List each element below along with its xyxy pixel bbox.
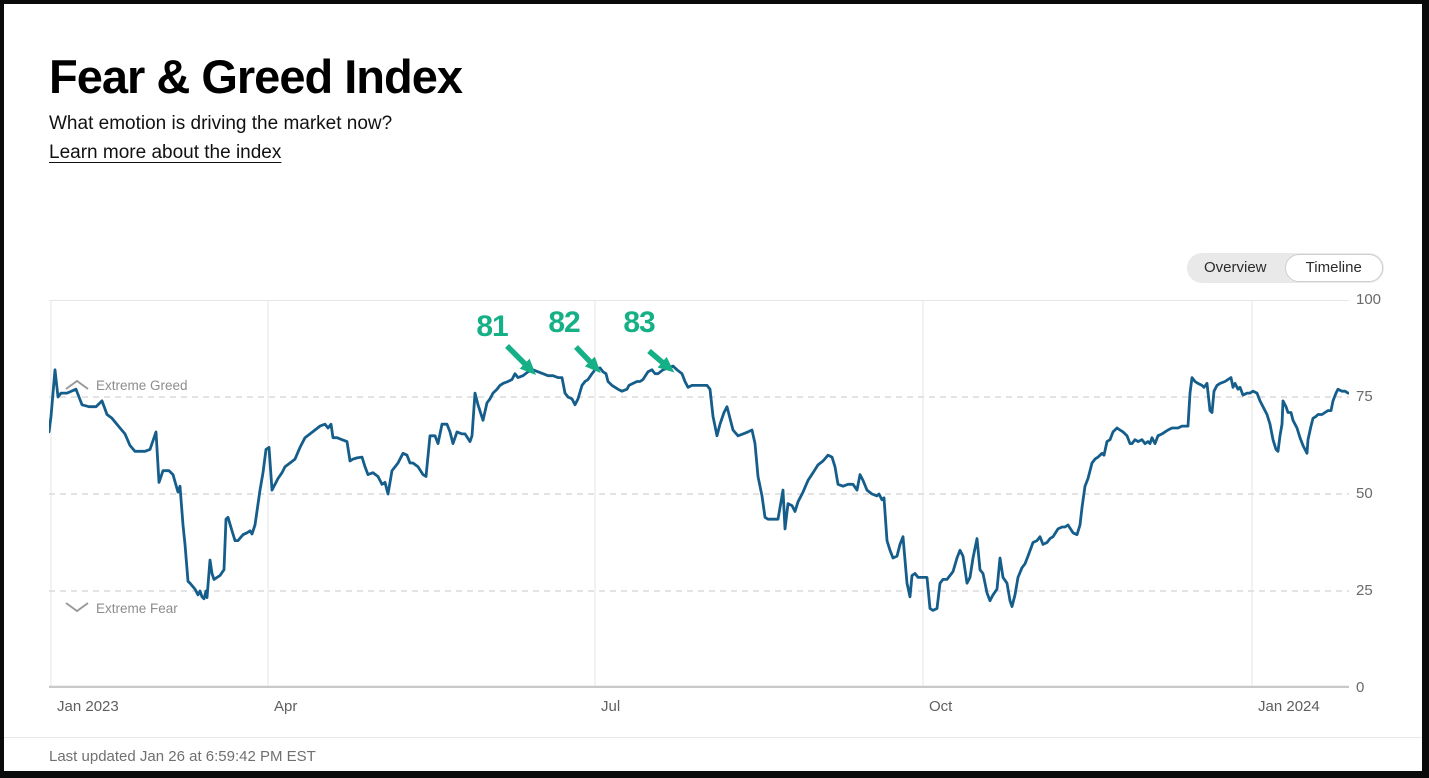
x-tick-label: Jan 2023 [57,698,119,715]
y-tick-label: 50 [1356,485,1373,502]
page-subtitle: What emotion is driving the market now? [49,113,393,134]
greed-chevron-icon [65,379,89,390]
page-title: Fear & Greed Index [49,50,463,104]
x-tick-label: Jul [601,698,621,715]
y-tick-label: 100 [1356,291,1382,308]
x-tick-label: Apr [274,698,298,715]
annotation-value: 82 [548,306,580,339]
timeline-button[interactable]: Timeline [1284,254,1383,282]
extreme-greed-label: Extreme Greed [96,378,188,393]
annotation-value: 81 [476,310,508,343]
x-tick-label: Oct [929,698,953,715]
learn-more-link[interactable]: Learn more about the index [49,142,282,163]
x-tick-label: Jan 2024 [1258,698,1320,715]
annotation-arrow [505,344,536,375]
annotation-arrow [647,348,675,373]
fear-chevron-icon [65,602,89,613]
chart-area: Extreme Greed Extreme Fear 81 82 83 [49,300,1349,688]
index-line [49,364,1349,612]
extreme-fear-label: Extreme Fear [96,601,178,616]
annotation-arrow [574,345,601,374]
y-tick-label: 25 [1356,582,1373,599]
footer-divider [4,737,1422,738]
view-toggle: Overview Timeline [1187,253,1384,283]
annotation-value: 83 [623,306,655,339]
plot-svg[interactable] [49,300,1349,688]
y-tick-label: 75 [1356,388,1373,405]
overview-button[interactable]: Overview [1203,259,1267,276]
y-tick-label: 0 [1356,679,1365,696]
last-updated-text: Last updated Jan 26 at 6:59:42 PM EST [49,748,316,765]
